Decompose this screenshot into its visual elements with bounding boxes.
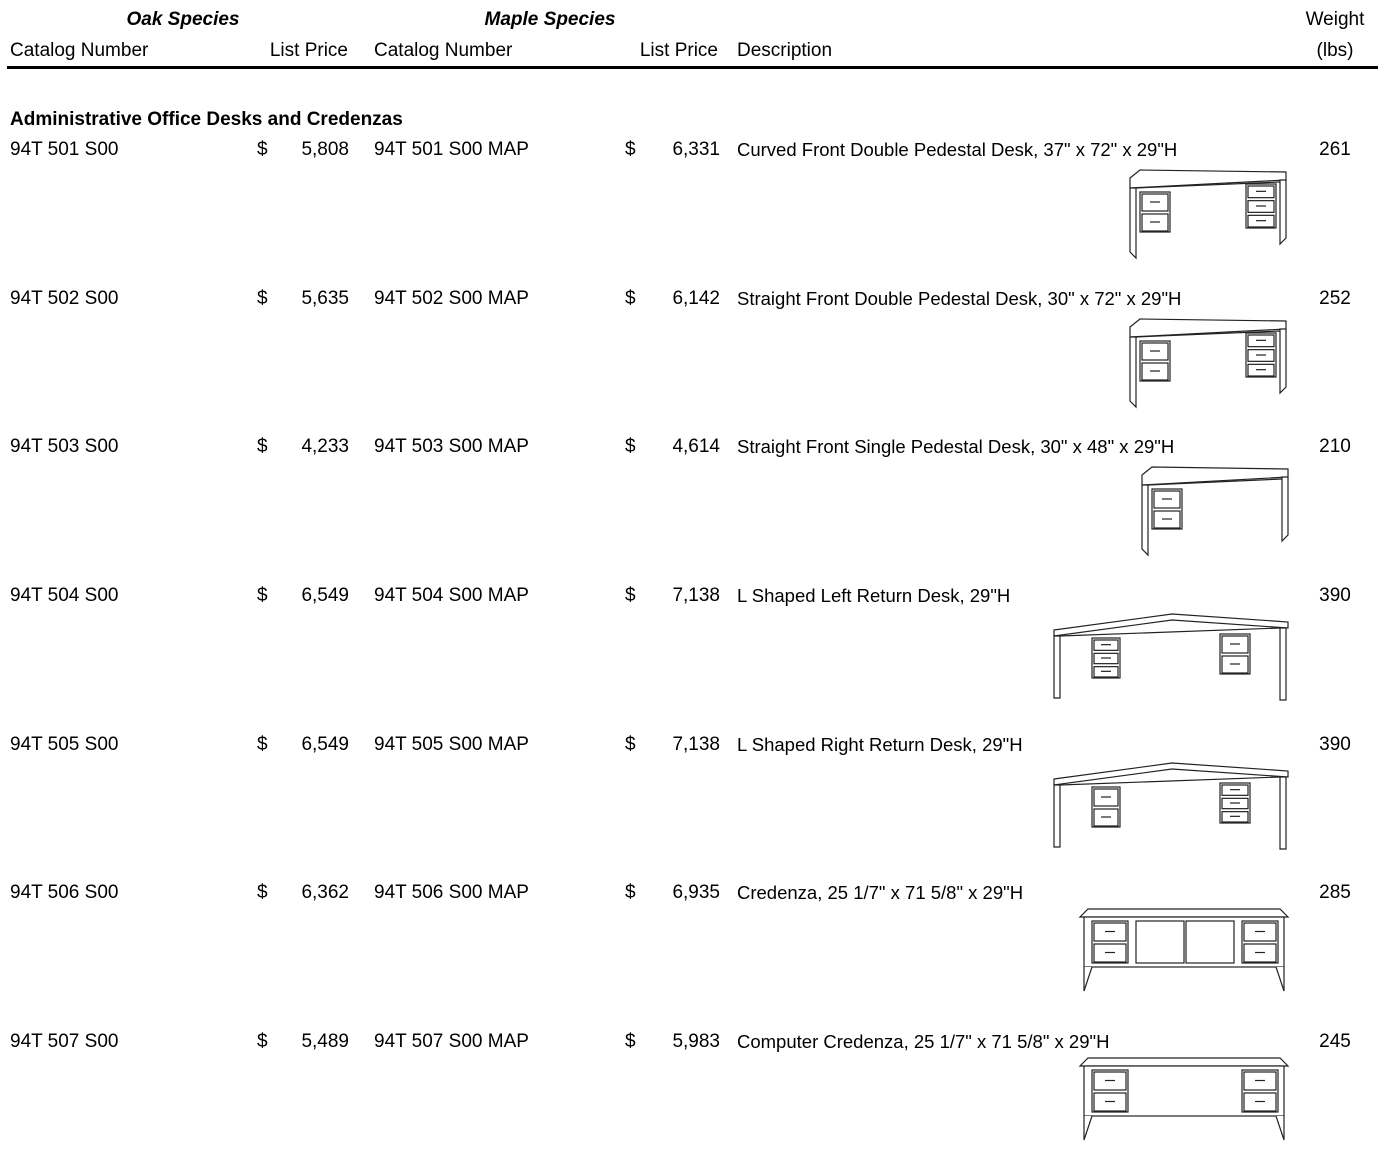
currency-symbol: $ (625, 436, 636, 457)
weight-heading: Weight (1305, 9, 1365, 30)
description: Curved Front Double Pedestal Desk, 37" x… (737, 139, 1178, 160)
currency-symbol: $ (257, 436, 268, 457)
weight: 285 (1319, 882, 1351, 903)
weight: 210 (1319, 436, 1351, 457)
description: Straight Front Double Pedestal Desk, 30"… (737, 288, 1182, 309)
maple-list-price: 5,983 (672, 1031, 720, 1052)
description: Credenza, 25 1/7" x 71 5/8" x 29"H (737, 882, 1024, 903)
oak-list-price: 6,362 (301, 882, 349, 903)
maple-catalog-number: 94T 505 S00 MAP (374, 734, 529, 755)
currency-symbol: $ (257, 1031, 268, 1052)
maple-list-price: 7,138 (672, 585, 720, 606)
weight: 245 (1319, 1031, 1351, 1052)
oak-catalog-number: 94T 505 S00 (10, 734, 119, 755)
weight: 261 (1319, 139, 1351, 160)
oak-list-price: 4,233 (301, 436, 349, 457)
currency-symbol: $ (625, 734, 636, 755)
currency-symbol: $ (625, 288, 636, 309)
currency-symbol: $ (257, 139, 268, 160)
oak-catalog-number: 94T 503 S00 (10, 436, 119, 457)
oak-catalog-number: 94T 506 S00 (10, 882, 119, 903)
weight: 252 (1319, 288, 1351, 309)
weight: 390 (1319, 734, 1351, 755)
oak-list-price: 6,549 (301, 734, 349, 755)
maple-catalog-number: 94T 507 S00 MAP (374, 1031, 529, 1052)
oak-catalog-number: 94T 501 S00 (10, 139, 119, 160)
maple-catalog-number: 94T 502 S00 MAP (374, 288, 529, 309)
column-header: Catalog Number (374, 40, 513, 61)
maple-list-price: 7,138 (672, 734, 720, 755)
maple-list-price: 6,142 (672, 288, 720, 309)
maple-catalog-number: 94T 504 S00 MAP (374, 585, 529, 606)
column-header: List Price (639, 40, 718, 61)
furniture-drawing (1053, 613, 1289, 701)
maple-list-price: 6,331 (672, 139, 720, 160)
currency-symbol: $ (257, 734, 268, 755)
maple-list-price: 4,614 (672, 436, 720, 457)
maple-species-heading: Maple Species (484, 9, 616, 30)
furniture-drawing (1129, 318, 1287, 409)
currency-symbol: $ (257, 882, 268, 903)
column-header: Catalog Number (10, 40, 149, 61)
furniture-drawing (1078, 1057, 1290, 1141)
maple-catalog-number: 94T 506 S00 MAP (374, 882, 529, 903)
oak-list-price: 5,635 (301, 288, 349, 309)
currency-symbol: $ (625, 585, 636, 606)
furniture-drawing (1129, 169, 1287, 260)
header-rule (7, 66, 1378, 69)
description: L Shaped Right Return Desk, 29"H (737, 734, 1023, 755)
oak-catalog-number: 94T 502 S00 (10, 288, 119, 309)
description: L Shaped Left Return Desk, 29"H (737, 585, 1011, 606)
oak-catalog-number: 94T 504 S00 (10, 585, 119, 606)
oak-catalog-number: 94T 507 S00 (10, 1031, 119, 1052)
maple-catalog-number: 94T 501 S00 MAP (374, 139, 529, 160)
furniture-drawing (1078, 908, 1290, 992)
section-title: Administrative Office Desks and Credenza… (10, 109, 403, 130)
currency-symbol: $ (625, 882, 636, 903)
description: Computer Credenza, 25 1/7" x 71 5/8" x 2… (737, 1031, 1110, 1052)
furniture-drawing (1141, 466, 1289, 557)
oak-list-price: 5,808 (301, 139, 349, 160)
currency-symbol: $ (625, 139, 636, 160)
column-header: List Price (269, 40, 348, 61)
weight-unit-heading: (lbs) (1316, 40, 1354, 61)
oak-list-price: 5,489 (301, 1031, 349, 1052)
maple-list-price: 6,935 (672, 882, 720, 903)
column-header: Description (737, 40, 833, 61)
maple-catalog-number: 94T 503 S00 MAP (374, 436, 529, 457)
oak-species-heading: Oak Species (126, 9, 240, 30)
currency-symbol: $ (257, 585, 268, 606)
weight: 390 (1319, 585, 1351, 606)
currency-symbol: $ (257, 288, 268, 309)
currency-symbol: $ (625, 1031, 636, 1052)
oak-list-price: 6,549 (301, 585, 349, 606)
description: Straight Front Single Pedestal Desk, 30"… (737, 436, 1175, 457)
furniture-drawing (1053, 762, 1289, 850)
